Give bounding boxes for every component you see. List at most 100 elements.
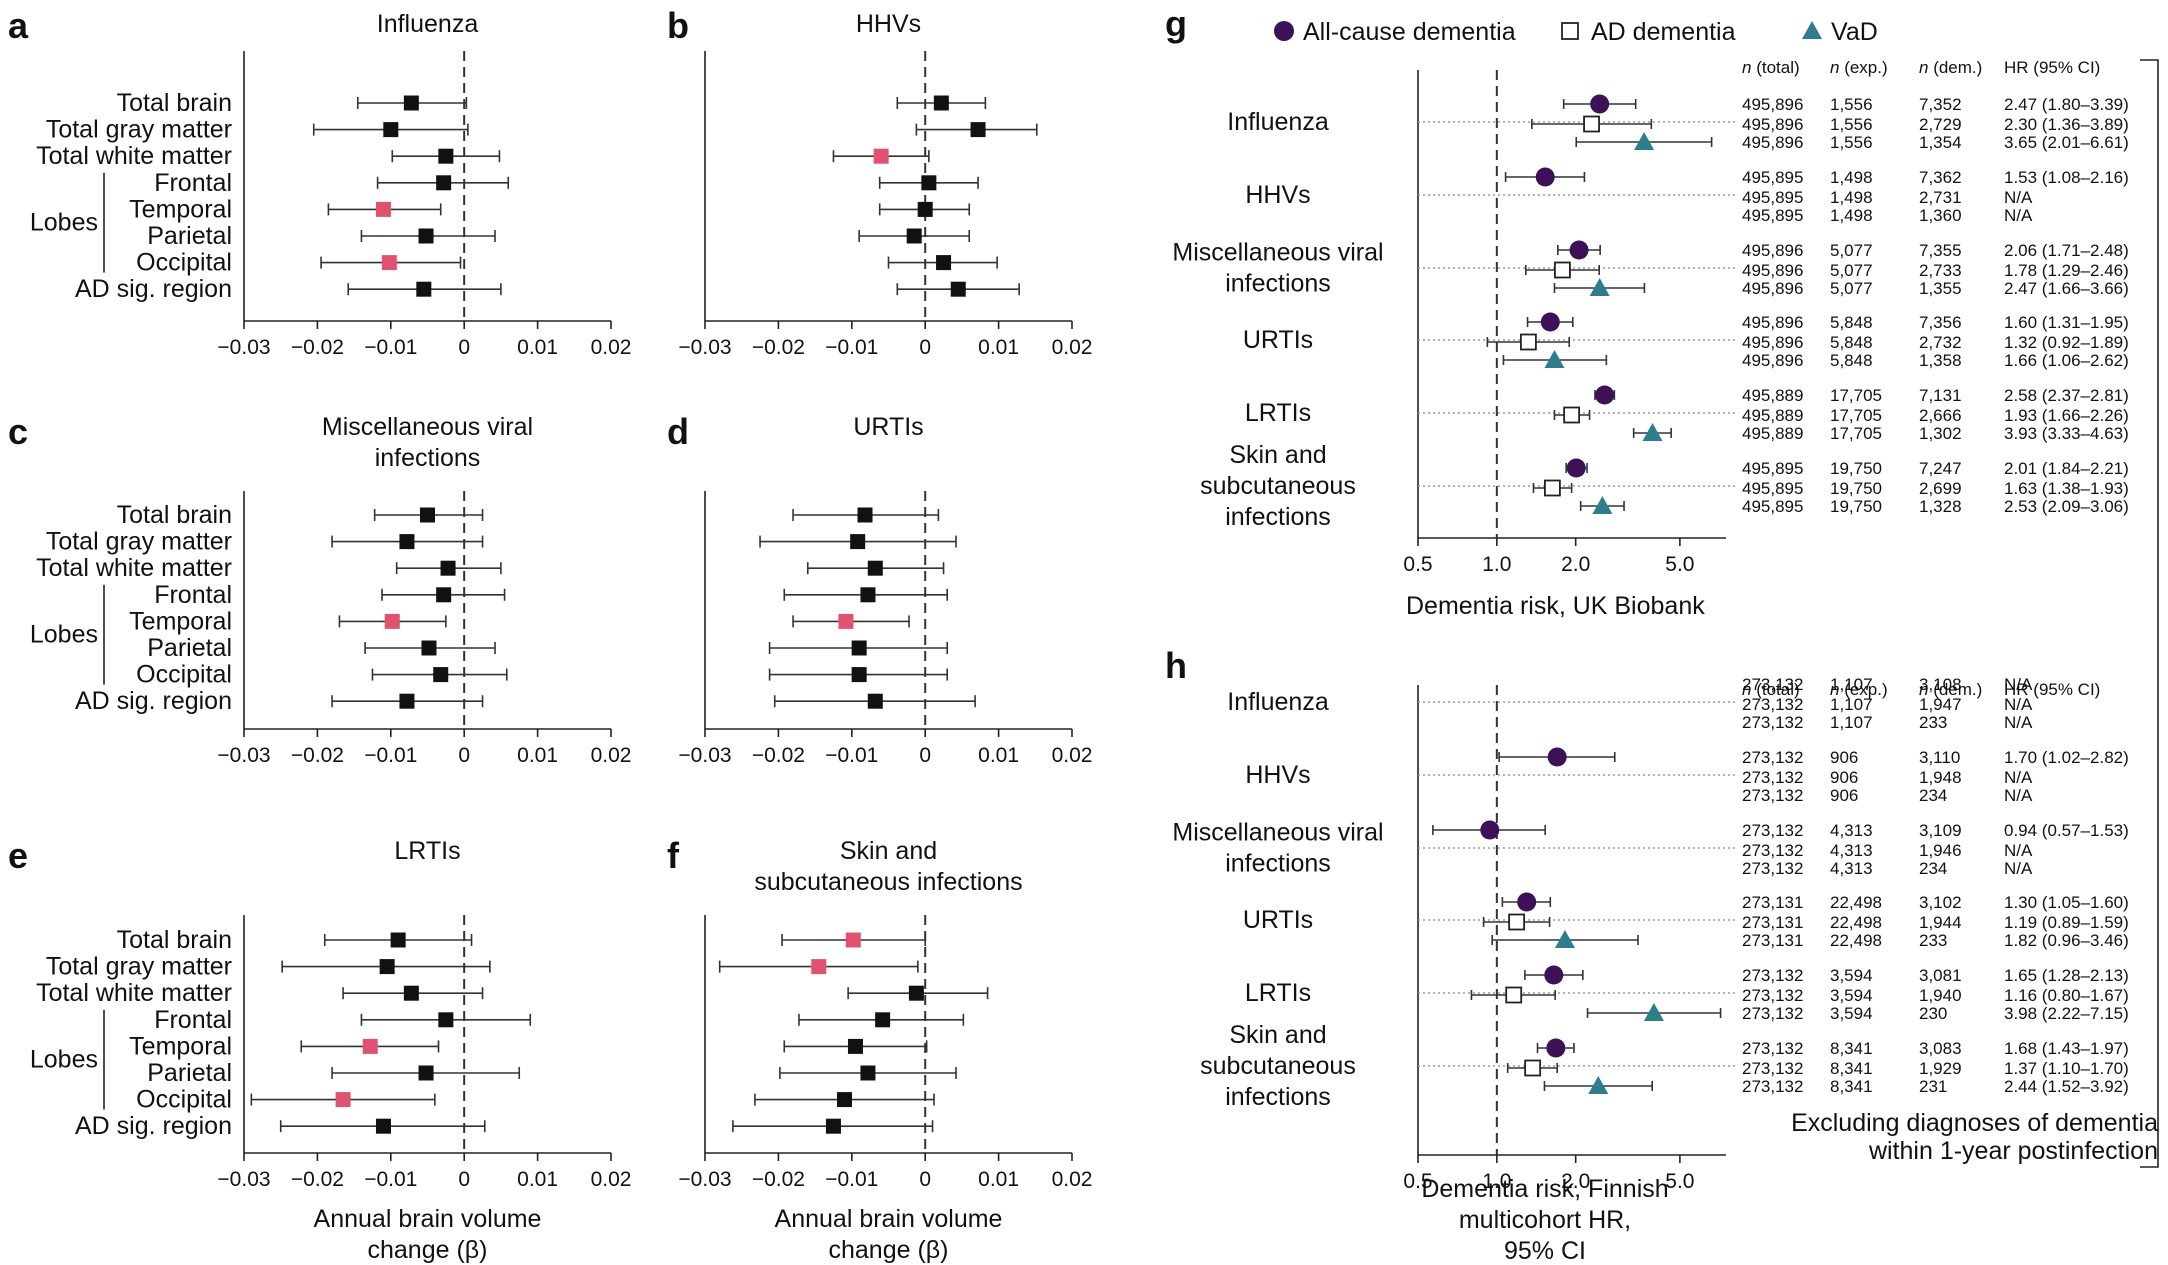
table-cell: 17,705 bbox=[1830, 386, 1882, 405]
marker-all-cause bbox=[1480, 820, 1500, 840]
x-tick-label: −0.01 bbox=[825, 336, 878, 359]
column-header-n: n bbox=[1742, 58, 1751, 77]
group-label: Lobes bbox=[30, 1046, 98, 1074]
row-label: Frontal bbox=[154, 1006, 232, 1034]
x-axis-label: Annual brain volume bbox=[775, 1205, 1003, 1233]
panel-label: d bbox=[667, 411, 689, 452]
infection-label: HHVs bbox=[1245, 761, 1310, 789]
group-label: Lobes bbox=[30, 621, 98, 649]
table-cell: 495,895 bbox=[1742, 497, 1803, 516]
column-header-n: n bbox=[1919, 680, 1928, 699]
table-cell: 273,131 bbox=[1742, 931, 1803, 950]
table-cell: 1.70 (1.02–2.82) bbox=[2004, 748, 2129, 767]
table-cell: 2,731 bbox=[1919, 188, 1962, 207]
x-tick-label: −0.03 bbox=[217, 744, 270, 767]
x-tick-label: −0.02 bbox=[291, 744, 344, 767]
row-label: Total white matter bbox=[36, 142, 232, 170]
panel-title: URTIs bbox=[853, 413, 923, 441]
point-estimate bbox=[436, 175, 452, 191]
table-cell: 1.53 (1.08–2.16) bbox=[2004, 168, 2129, 187]
table-cell: 230 bbox=[1919, 1004, 1947, 1023]
table-cell: 273,132 bbox=[1742, 841, 1803, 860]
table-cell: 19,750 bbox=[1830, 459, 1882, 478]
table-cell: 1.30 (1.05–1.60) bbox=[2004, 893, 2129, 912]
x-tick-label: 5.0 bbox=[1665, 1170, 1694, 1193]
marker-ad bbox=[1508, 913, 1526, 931]
table-cell: 495,896 bbox=[1742, 115, 1803, 134]
table-cell: 3,594 bbox=[1830, 986, 1873, 1005]
row-label: Temporal bbox=[129, 607, 232, 635]
table-cell: 3,594 bbox=[1830, 1004, 1873, 1023]
panel-d: d URTIs −0.03 −0.02 −0.01 0 0.01 0.02 bbox=[667, 411, 1092, 767]
row-label: Parietal bbox=[147, 222, 232, 250]
x-tick-label: 0 bbox=[919, 1168, 931, 1191]
table-cell: 273,131 bbox=[1742, 913, 1803, 932]
row-label: AD sig. region bbox=[75, 275, 232, 303]
table-cell: 495,896 bbox=[1742, 279, 1803, 298]
table-cell: N/A bbox=[2004, 713, 2033, 732]
x-tick-label: 0.01 bbox=[978, 336, 1019, 359]
x-tick-label: −0.01 bbox=[364, 1168, 417, 1191]
table-cell: 1,944 bbox=[1919, 913, 1962, 932]
point-estimate bbox=[933, 95, 949, 111]
panel-title: infections bbox=[375, 444, 481, 472]
table-cell: 3,102 bbox=[1919, 893, 1962, 912]
table-cell: 1.63 (1.38–1.93) bbox=[2004, 479, 2129, 498]
table-cell: 234 bbox=[1919, 859, 1947, 878]
table-cell: 273,132 bbox=[1742, 713, 1803, 732]
table-cell: 0.94 (0.57–1.53) bbox=[2004, 821, 2129, 840]
x-tick-label: −0.03 bbox=[678, 1168, 731, 1191]
table-cell: 234 bbox=[1919, 786, 1947, 805]
row-label: Total brain bbox=[117, 89, 232, 117]
infection-label: infections bbox=[1225, 503, 1331, 531]
point-estimate bbox=[433, 667, 449, 683]
point-estimate bbox=[950, 281, 966, 297]
point-significant bbox=[811, 959, 827, 975]
table-cell: 8,341 bbox=[1830, 1059, 1873, 1078]
table-cell: 2.44 (1.52–3.92) bbox=[2004, 1077, 2129, 1096]
table-cell: 231 bbox=[1919, 1077, 1947, 1096]
row-label: Parietal bbox=[147, 1059, 232, 1087]
table-cell: 1,498 bbox=[1830, 206, 1873, 225]
marker-vad bbox=[1544, 350, 1565, 368]
table-cell: 1,358 bbox=[1919, 351, 1962, 370]
row-label: Total brain bbox=[117, 926, 232, 954]
marker-all-cause bbox=[1544, 965, 1564, 985]
table-cell: 17,705 bbox=[1830, 406, 1882, 425]
x-tick-label: 0.02 bbox=[1052, 1168, 1093, 1191]
point-estimate bbox=[825, 1118, 841, 1134]
row-label: Total white matter bbox=[36, 554, 232, 582]
table-cell: N/A bbox=[2004, 188, 2033, 207]
point-estimate bbox=[390, 932, 406, 948]
table-cell: 1,556 bbox=[1830, 115, 1873, 134]
point-significant bbox=[381, 255, 397, 271]
table-cell: 2.47 (1.80–3.39) bbox=[2004, 95, 2129, 114]
group-label: Lobes bbox=[30, 209, 98, 237]
infection-label: Miscellaneous viral bbox=[1172, 239, 1383, 267]
x-tick-label: −0.03 bbox=[217, 1168, 270, 1191]
row-label: Total brain bbox=[117, 501, 232, 529]
point-estimate bbox=[436, 587, 452, 603]
marker-all-cause bbox=[1546, 1038, 1566, 1058]
point-significant bbox=[335, 1092, 351, 1108]
table-cell: 495,896 bbox=[1742, 261, 1803, 280]
point-estimate bbox=[851, 640, 867, 656]
table-cell: 1,360 bbox=[1919, 206, 1962, 225]
legend-label: All-cause dementia bbox=[1303, 18, 1516, 46]
point-estimate bbox=[847, 1038, 863, 1054]
infection-label: Miscellaneous viral bbox=[1172, 819, 1383, 847]
panel-label: h bbox=[1165, 645, 1187, 686]
point-estimate bbox=[875, 1012, 891, 1028]
table-cell: 7,355 bbox=[1919, 241, 1962, 260]
table-cell: 495,896 bbox=[1742, 241, 1803, 260]
marker-all-cause bbox=[1595, 385, 1615, 405]
infection-label: subcutaneous bbox=[1200, 1052, 1356, 1080]
marker-ad bbox=[1544, 479, 1561, 497]
x-tick-label: −0.01 bbox=[364, 744, 417, 767]
table-cell: 495,896 bbox=[1742, 333, 1803, 352]
row-label: Occipital bbox=[136, 661, 232, 689]
table-cell: N/A bbox=[2004, 206, 2033, 225]
x-tick-label: 0.02 bbox=[591, 744, 632, 767]
table-cell: 273,132 bbox=[1742, 748, 1803, 767]
table-cell: 273,132 bbox=[1742, 768, 1803, 787]
